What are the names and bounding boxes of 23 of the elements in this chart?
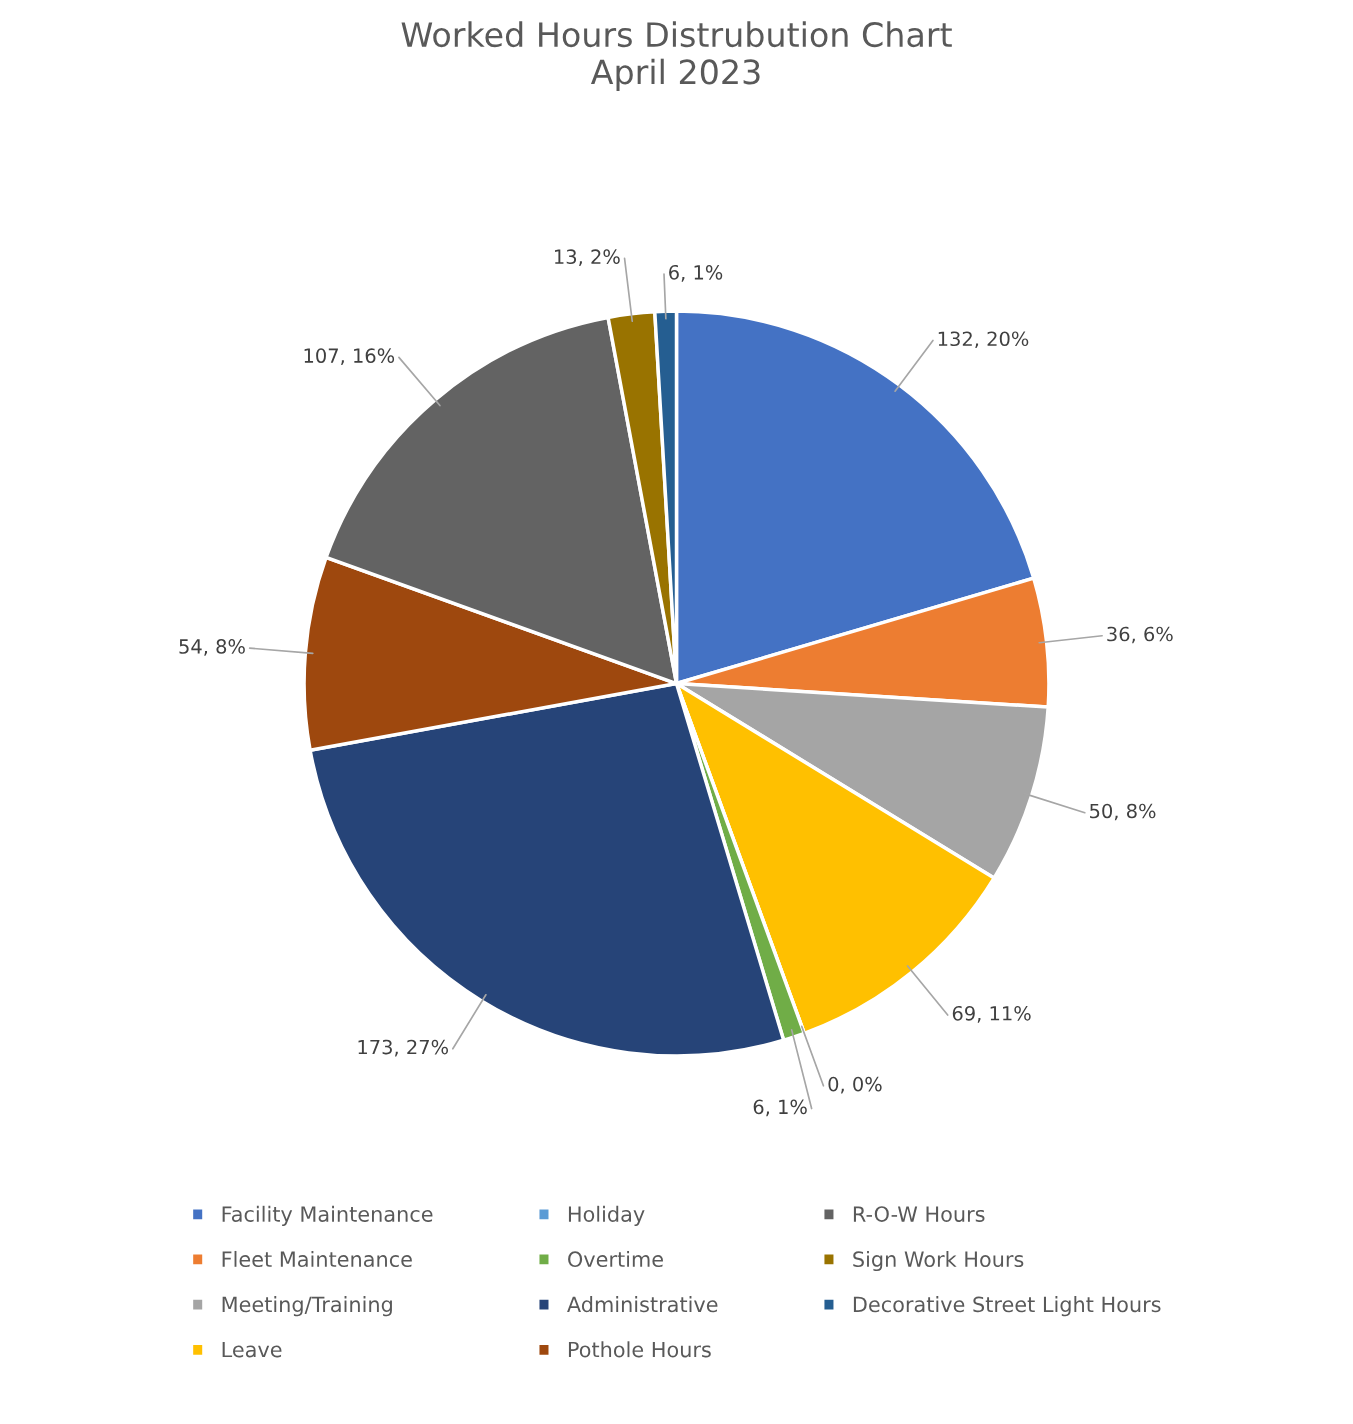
text: 0, 0%: [828, 1076, 882, 1094]
data-label: 69, 11%: [952, 1005, 1031, 1023]
data-label: 173, 27%: [358, 1039, 449, 1057]
legend-label: Fleet Maintenance: [222, 1250, 412, 1268]
legend-label: Meeting/Training: [222, 1296, 392, 1317]
legend-label: Holiday: [568, 1205, 645, 1226]
legend-label: Pothole Hours: [568, 1341, 711, 1358]
chart-title: Worked Hours Distrubution Chart April 2023: [401, 21, 952, 91]
legend-label: Facility Maintenance: [222, 1205, 433, 1226]
data-label: 50, 8%: [1090, 803, 1156, 821]
data-label: 36, 6%: [1107, 626, 1173, 644]
data-label: 13, 2%: [555, 249, 620, 267]
data-label: 6, 1%: [669, 264, 723, 282]
data-label: 54, 8%: [179, 639, 245, 656]
legend-label: Overtime: [568, 1250, 663, 1268]
data-label: 107, 16%: [304, 348, 395, 365]
legend-label: R-O-W Hours: [853, 1206, 985, 1222]
legend-label: Decorative Street Light Hours: [853, 1296, 1161, 1317]
legend-label: Sign Work Hours: [853, 1250, 1024, 1272]
legend-label: Administrative: [567, 1296, 718, 1313]
data-label: 132, 20%: [938, 331, 1029, 349]
legend-label: Leave: [222, 1341, 282, 1358]
data-label: 6, 1%: [753, 1099, 807, 1117]
